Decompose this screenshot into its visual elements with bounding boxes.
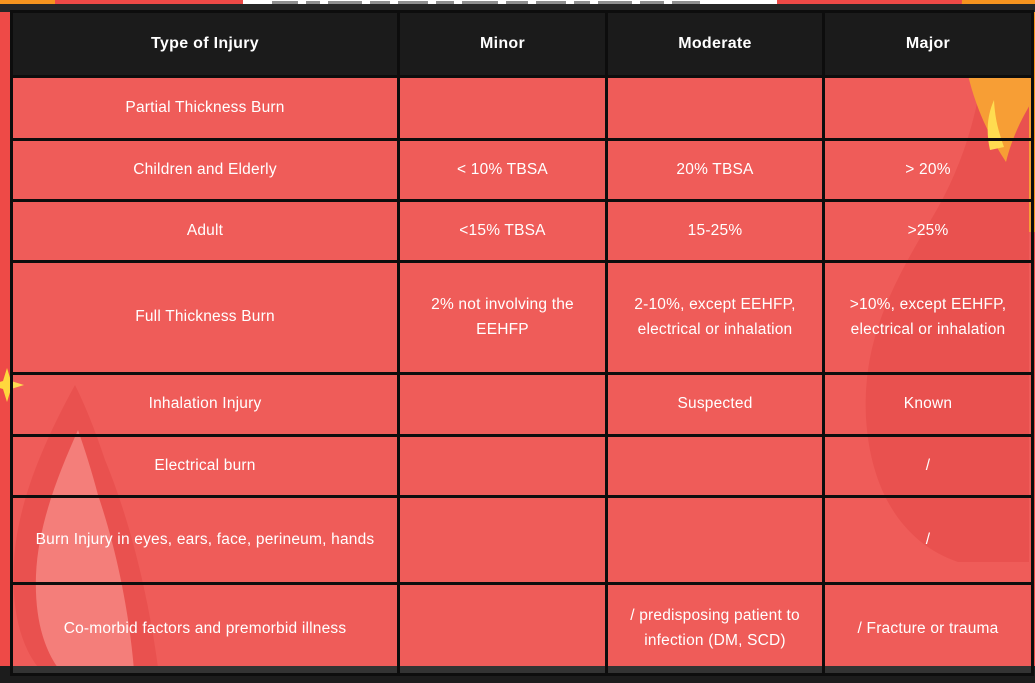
cell-minor: 2% not involving the EEHFP	[397, 260, 608, 375]
column-header-moderate: Moderate	[605, 10, 825, 78]
cell-major: /	[822, 495, 1034, 585]
cell-moderate: 15-25%	[605, 199, 825, 263]
cell-moderate: Suspected	[605, 372, 825, 437]
cell-moderate: 20% TBSA	[605, 138, 825, 202]
cell-moderate	[605, 434, 825, 498]
cell-moderate	[605, 495, 825, 585]
cell-type: Burn Injury in eyes, ears, face, perineu…	[10, 495, 400, 585]
table-row: Children and Elderly < 10% TBSA 20% TBSA > …	[10, 138, 1034, 202]
cell-minor: < 10% TBSA	[397, 138, 608, 202]
cell-minor	[397, 582, 608, 676]
top-dark-bar	[0, 4, 1035, 12]
top-strip-orange	[0, 0, 55, 5]
cell-major: >25%	[822, 199, 1034, 263]
burn-classification-table: Type of Injury Minor Moderate Major Part…	[10, 10, 1034, 676]
cell-minor: <15% TBSA	[397, 199, 608, 263]
cropped-text-fragments	[272, 1, 700, 4]
cell-moderate	[605, 75, 825, 141]
table-row: Adult <15% TBSA 15-25% >25%	[10, 199, 1034, 263]
table-row: Full Thickness Burn 2% not involving the …	[10, 260, 1034, 375]
cell-moderate: 2-10%, except EEHFP, electrical or inhal…	[605, 260, 825, 375]
table-header: Type of Injury Minor Moderate Major	[10, 10, 1034, 78]
table-body: Partial Thickness Burn Children and Elder…	[10, 75, 1034, 676]
cell-major: > 20%	[822, 138, 1034, 202]
cell-minor	[397, 495, 608, 585]
cell-type: Inhalation Injury	[10, 372, 400, 437]
cell-moderate: / predisposing patient to infection (DM,…	[605, 582, 825, 676]
column-header-type-of-injury: Type of Injury	[10, 10, 400, 78]
table-row: Burn Injury in eyes, ears, face, perineu…	[10, 495, 1034, 585]
column-header-major: Major	[822, 10, 1034, 78]
table-row: Electrical burn /	[10, 434, 1034, 498]
table-row: Partial Thickness Burn	[10, 75, 1034, 141]
cell-type: Electrical burn	[10, 434, 400, 498]
table-row: Co-morbid factors and premorbid illness /…	[10, 582, 1034, 676]
table-row: Inhalation Injury Suspected Known	[10, 372, 1034, 437]
cell-major	[822, 75, 1034, 141]
cell-major: Known	[822, 372, 1034, 437]
cell-minor	[397, 75, 608, 141]
cell-type: Full Thickness Burn	[10, 260, 400, 375]
cell-minor	[397, 372, 608, 437]
cell-major: >10%, except EEHFP, electrical or inhala…	[822, 260, 1034, 375]
cell-major: /	[822, 434, 1034, 498]
header-row: Type of Injury Minor Moderate Major	[10, 10, 1034, 78]
cell-minor	[397, 434, 608, 498]
cell-type: Children and Elderly	[10, 138, 400, 202]
cell-type: Co-morbid factors and premorbid illness	[10, 582, 400, 676]
cell-type: Partial Thickness Burn	[10, 75, 400, 141]
column-header-minor: Minor	[397, 10, 608, 78]
cell-type: Adult	[10, 199, 400, 263]
cell-major: / Fracture or trauma	[822, 582, 1034, 676]
